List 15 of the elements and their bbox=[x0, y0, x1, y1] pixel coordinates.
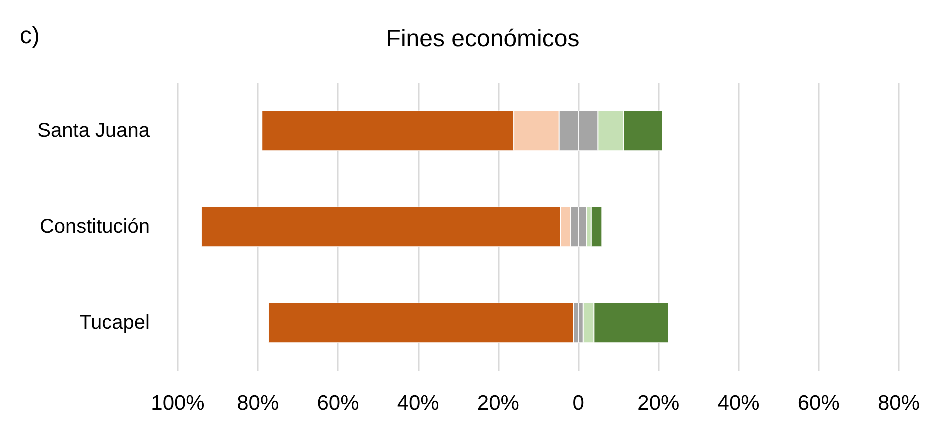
x-tick-label: 60% bbox=[798, 392, 840, 415]
chart-title: Fines económicos bbox=[386, 26, 580, 52]
x-tick-label: 0 bbox=[572, 392, 584, 415]
x-tick-label: 60% bbox=[317, 392, 360, 415]
y-tick-label: Santa Juana bbox=[38, 120, 151, 142]
y-tick-label: Constitución bbox=[40, 216, 150, 238]
text: c) bbox=[20, 22, 40, 50]
y-tick-label: Tucapel bbox=[80, 312, 150, 334]
x-tick-label: 80% bbox=[237, 392, 280, 415]
x-tick-label: 20% bbox=[477, 392, 520, 415]
x-tick-label: 40% bbox=[397, 392, 440, 415]
x-tick-label: 100% bbox=[151, 392, 205, 415]
x-tick-label: 20% bbox=[638, 392, 680, 415]
x-tick-label: 80% bbox=[878, 392, 920, 415]
x-tick-label: 40% bbox=[718, 392, 760, 415]
